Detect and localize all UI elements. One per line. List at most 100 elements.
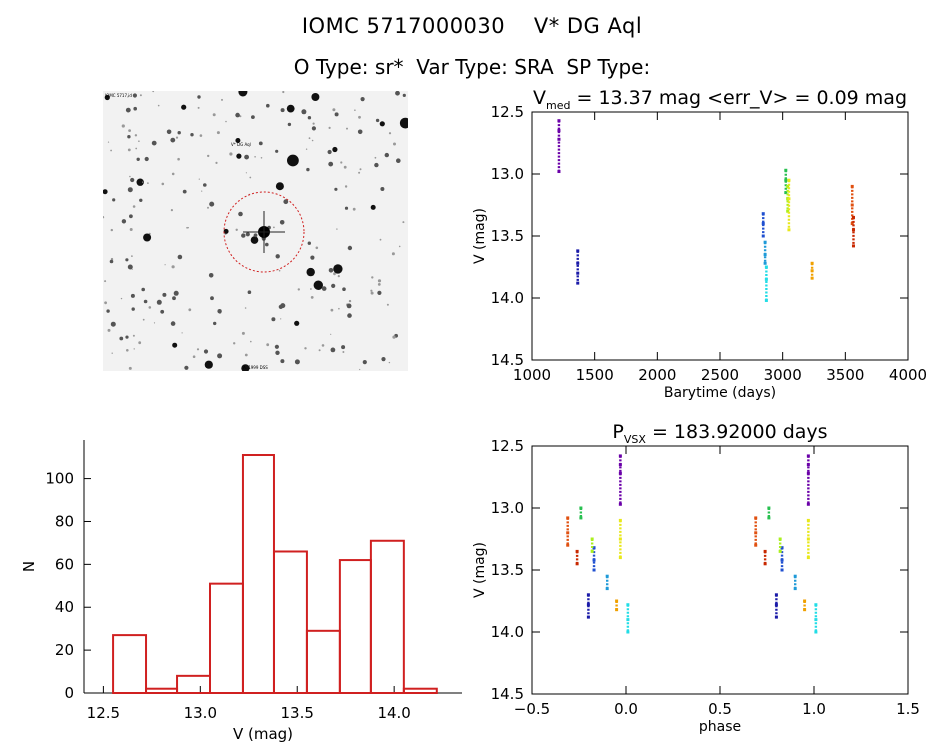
finder-star xyxy=(209,201,215,207)
finder-star xyxy=(129,228,133,231)
lightcurve-x-tick-label: 3000 xyxy=(764,366,802,384)
finder-star xyxy=(402,221,405,224)
finder-star xyxy=(152,91,155,93)
lightcurve-data-point xyxy=(764,265,768,269)
finder-star xyxy=(370,291,374,295)
finder-star xyxy=(144,156,149,162)
finder-star xyxy=(344,185,348,188)
finder-star xyxy=(198,178,200,180)
finder-star xyxy=(266,103,270,108)
phase-data-point xyxy=(774,593,778,597)
phase-data-point xyxy=(778,537,782,541)
phase-data-point xyxy=(793,574,797,578)
phase-data-point xyxy=(806,518,810,522)
lightcurve-data-point xyxy=(786,184,790,188)
finder-star xyxy=(148,306,152,309)
finder-star xyxy=(321,344,325,347)
finder-star xyxy=(170,209,173,212)
phase-x-axis-label: phase xyxy=(699,719,741,735)
finder-star xyxy=(131,307,135,311)
lightcurve-x-tick-label: 1500 xyxy=(576,366,614,384)
finder-star xyxy=(166,129,172,135)
phase-data-point xyxy=(592,546,596,550)
finder-star xyxy=(128,129,131,132)
phase-data-point xyxy=(763,549,767,553)
finder-star xyxy=(315,246,319,250)
lightcurve-data-point xyxy=(851,228,855,232)
finder-star xyxy=(186,226,188,229)
finder-star xyxy=(396,158,401,163)
finder-chart-image: IOMC 5717 id V* DG Aql A. 1999 DSS xyxy=(103,91,408,371)
phase-y-tick-label: 14.5 xyxy=(491,685,524,703)
finder-star xyxy=(379,121,385,127)
finder-star xyxy=(374,156,377,159)
phase-y-axis-label: V (mag) xyxy=(472,542,488,598)
lightcurve-x-axis-label: Barytime (days) xyxy=(664,385,776,401)
finder-star xyxy=(143,233,152,242)
lightcurve-data-point xyxy=(851,215,855,219)
finder-star xyxy=(251,115,255,119)
finder-background xyxy=(103,91,408,371)
finder-star xyxy=(236,153,242,159)
finder-star xyxy=(131,255,133,257)
finder-star xyxy=(233,342,236,345)
histogram-bar xyxy=(241,454,275,695)
lightcurve-data-point xyxy=(850,203,854,207)
finder-star xyxy=(330,333,332,335)
phase-data-point xyxy=(806,471,810,475)
phase-data-point xyxy=(780,558,784,562)
lightcurve-plot-frame xyxy=(531,111,909,361)
finder-star xyxy=(125,258,129,262)
finder-star xyxy=(377,283,381,286)
finder-star xyxy=(235,228,238,231)
lightcurve-data-point xyxy=(576,271,580,275)
finder-star xyxy=(359,368,361,371)
finder-star xyxy=(330,347,336,353)
phase-data-point xyxy=(618,471,622,475)
lightcurve-y-axis-label: V (mag) xyxy=(472,208,488,264)
finder-star xyxy=(340,161,343,164)
phase-data-point xyxy=(605,587,609,591)
lightcurve-data-point xyxy=(761,222,765,226)
histogram-bar xyxy=(272,550,308,694)
finder-star xyxy=(342,287,346,291)
finder-star xyxy=(362,360,367,365)
finder-star xyxy=(245,172,247,174)
finder-star xyxy=(110,321,116,327)
finder-star xyxy=(344,206,349,210)
histogram-y-tick-label: 80 xyxy=(55,512,74,530)
phase-data-point xyxy=(618,556,622,560)
phase-title-sub: VSX xyxy=(624,433,647,446)
histogram-bar xyxy=(112,634,148,694)
finder-star xyxy=(107,328,111,332)
finder-star xyxy=(348,299,352,303)
finder-star xyxy=(111,352,113,354)
finder-star xyxy=(141,287,145,292)
phase-data-point xyxy=(780,568,784,572)
histogram-x-tick-label: 13.5 xyxy=(281,704,314,722)
phase-data-point xyxy=(618,454,622,458)
lightcurve-data-point xyxy=(850,184,854,188)
finder-star xyxy=(173,290,179,296)
phase-data-point xyxy=(767,506,771,510)
finder-star xyxy=(331,283,336,288)
finder-star xyxy=(254,156,256,158)
finder-star xyxy=(203,183,207,187)
finder-star xyxy=(112,198,116,202)
finder-star xyxy=(213,321,217,326)
finder-star xyxy=(208,273,214,278)
finder-star xyxy=(104,301,107,305)
phase-y-tick-label: 13.0 xyxy=(491,499,524,517)
lightcurve-data-point xyxy=(761,234,765,238)
finder-star xyxy=(312,122,315,125)
finder-star xyxy=(332,146,338,153)
phase-data-point xyxy=(575,562,579,566)
phase-data-point xyxy=(566,531,570,535)
finder-star xyxy=(271,317,276,322)
finder-star xyxy=(221,98,223,101)
lightcurve-data-point xyxy=(850,222,854,226)
finder-star xyxy=(318,349,321,352)
finder-star xyxy=(244,307,247,309)
lightcurve-data-point xyxy=(557,129,561,133)
lightcurve-title-main: V xyxy=(533,87,546,109)
